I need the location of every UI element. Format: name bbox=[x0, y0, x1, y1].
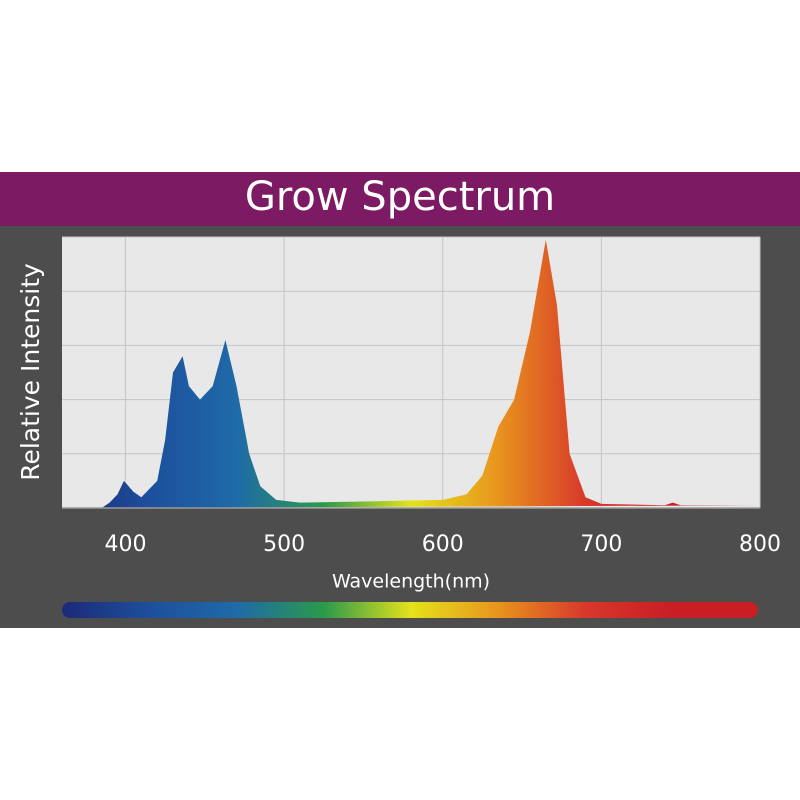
title-bar bbox=[0, 172, 800, 226]
x-axis-label: Wavelength(nm) bbox=[332, 571, 490, 593]
x-tick-label: 800 bbox=[739, 532, 781, 557]
x-tick-label: 700 bbox=[580, 532, 622, 557]
x-tick-label: 600 bbox=[422, 532, 464, 557]
spectrum-area bbox=[101, 239, 760, 508]
x-tick-label: 500 bbox=[263, 532, 305, 557]
color-bar bbox=[62, 602, 758, 618]
x-tick-label: 400 bbox=[104, 532, 146, 557]
y-axis-label: Relative Intensity bbox=[16, 263, 45, 481]
chart-title: Grow Spectrum bbox=[245, 174, 555, 220]
